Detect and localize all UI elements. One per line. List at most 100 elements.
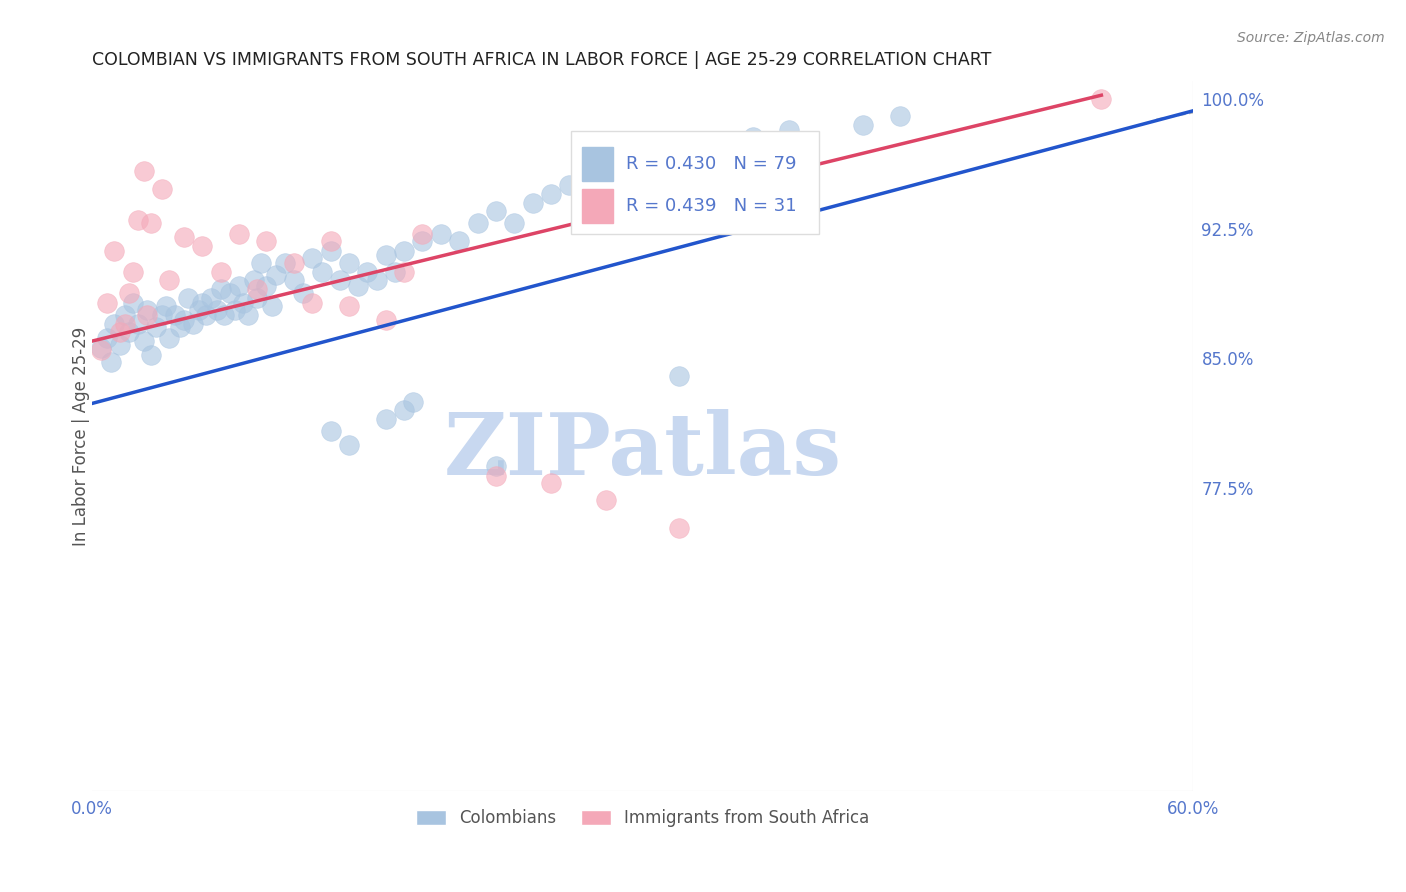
Text: ZIPatlas: ZIPatlas — [444, 409, 842, 492]
Point — [778, 123, 800, 137]
Point — [485, 469, 508, 483]
Point — [319, 234, 342, 248]
Point — [121, 265, 143, 279]
Point — [301, 296, 323, 310]
Point — [668, 368, 690, 383]
Point — [132, 334, 155, 348]
Point — [118, 326, 141, 340]
Point — [118, 285, 141, 300]
Point — [214, 308, 236, 322]
Point — [209, 265, 232, 279]
Point — [356, 265, 378, 279]
Point — [132, 164, 155, 178]
Point — [337, 256, 360, 270]
Point — [485, 204, 508, 219]
Point — [503, 216, 526, 230]
Point — [595, 493, 617, 508]
Point — [136, 308, 159, 322]
Point — [374, 247, 396, 261]
Point — [741, 129, 763, 144]
FancyBboxPatch shape — [582, 146, 613, 181]
Point — [337, 300, 360, 314]
Point — [127, 317, 149, 331]
Point — [90, 341, 112, 355]
Point — [256, 234, 278, 248]
Point — [228, 278, 250, 293]
Point — [169, 320, 191, 334]
Point — [576, 164, 599, 178]
Point — [209, 282, 232, 296]
Point — [384, 265, 406, 279]
Point — [668, 521, 690, 535]
Point — [114, 308, 136, 322]
Point — [139, 348, 162, 362]
Point — [430, 227, 453, 241]
Point — [374, 313, 396, 327]
Point — [145, 320, 167, 334]
Point — [392, 403, 415, 417]
Point — [889, 109, 911, 123]
Point — [96, 330, 118, 344]
Point — [200, 291, 222, 305]
Point — [319, 424, 342, 438]
Point — [540, 186, 562, 201]
Point — [374, 412, 396, 426]
Point — [246, 291, 269, 305]
Point — [1090, 92, 1112, 106]
Point — [114, 317, 136, 331]
Point — [136, 302, 159, 317]
Point — [90, 343, 112, 357]
Point — [274, 256, 297, 270]
Point — [236, 308, 259, 322]
Point — [191, 239, 214, 253]
Point — [103, 244, 125, 258]
Point — [347, 278, 370, 293]
Point — [157, 273, 180, 287]
Point — [613, 153, 636, 167]
FancyBboxPatch shape — [582, 189, 613, 223]
Point — [411, 227, 433, 241]
Point — [256, 278, 278, 293]
Point — [100, 355, 122, 369]
Point — [150, 308, 173, 322]
Point — [283, 256, 305, 270]
Point — [218, 285, 240, 300]
Point — [283, 273, 305, 287]
Text: R = 0.430   N = 79: R = 0.430 N = 79 — [626, 154, 797, 173]
Point — [337, 438, 360, 452]
Legend: Colombians, Immigrants from South Africa: Colombians, Immigrants from South Africa — [409, 803, 876, 834]
Text: Source: ZipAtlas.com: Source: ZipAtlas.com — [1237, 31, 1385, 45]
Point — [319, 244, 342, 258]
Point — [194, 308, 217, 322]
Point — [108, 337, 131, 351]
Point — [668, 140, 690, 154]
Point — [485, 458, 508, 473]
Point — [366, 273, 388, 287]
Point — [411, 234, 433, 248]
Point — [191, 296, 214, 310]
Point — [224, 302, 246, 317]
Point — [246, 282, 269, 296]
Text: R = 0.439   N = 31: R = 0.439 N = 31 — [626, 197, 797, 215]
Point — [250, 256, 273, 270]
Point — [181, 317, 204, 331]
Point — [392, 265, 415, 279]
Point — [121, 296, 143, 310]
Point — [292, 285, 315, 300]
Text: COLOMBIAN VS IMMIGRANTS FROM SOUTH AFRICA IN LABOR FORCE | AGE 25-29 CORRELATION: COLOMBIAN VS IMMIGRANTS FROM SOUTH AFRIC… — [93, 51, 991, 69]
FancyBboxPatch shape — [571, 131, 818, 234]
Point — [173, 313, 195, 327]
Point — [329, 273, 352, 287]
Point — [228, 227, 250, 241]
Point — [540, 476, 562, 491]
Point — [392, 244, 415, 258]
Point — [631, 147, 654, 161]
Point — [150, 182, 173, 196]
Point — [155, 300, 177, 314]
Point — [402, 394, 425, 409]
Point — [704, 135, 727, 149]
Point — [139, 216, 162, 230]
Point — [108, 326, 131, 340]
Point — [232, 296, 254, 310]
Point — [522, 195, 544, 210]
